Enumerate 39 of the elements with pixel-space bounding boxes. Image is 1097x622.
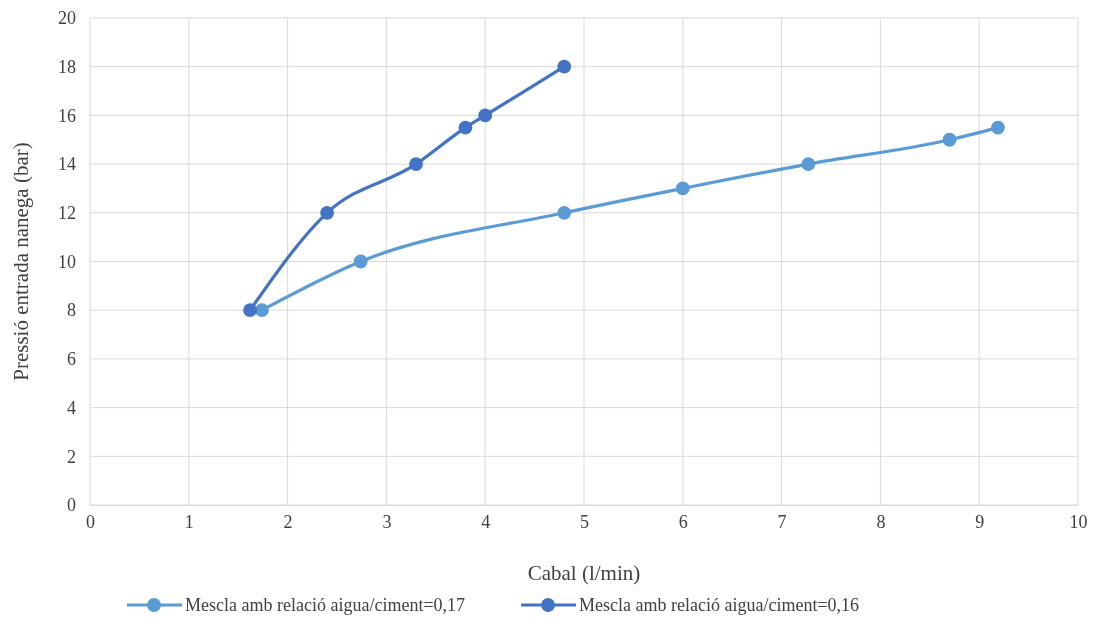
- point: [255, 303, 269, 318]
- y-tick-label: 12: [58, 203, 76, 224]
- y-tick-label: 14: [58, 154, 76, 175]
- x-tick-label: 0: [86, 511, 95, 532]
- x-tick-label: 4: [481, 511, 491, 532]
- legend-label: Mescla amb relació aigua/ciment=0,16: [579, 595, 860, 615]
- y-tick-label: 18: [58, 56, 76, 77]
- point: [409, 157, 423, 171]
- x-tick-label: 8: [876, 511, 886, 532]
- y-tick-label: 10: [58, 251, 76, 272]
- point: [353, 254, 368, 269]
- y-tick-label: 4: [67, 397, 76, 418]
- x-tick-label: 3: [382, 511, 392, 532]
- y-tick-label: 8: [67, 300, 76, 321]
- point: [557, 205, 572, 220]
- x-tick-label: 2: [283, 511, 293, 532]
- point: [320, 205, 335, 220]
- x-tick-label: 9: [975, 511, 985, 532]
- x-tick-label: 1: [184, 511, 194, 532]
- x-axis-title: Cabal (l/min): [527, 561, 641, 585]
- point: [243, 303, 257, 318]
- point: [942, 132, 957, 147]
- point: [478, 108, 493, 123]
- point: [557, 59, 572, 74]
- point: [801, 157, 816, 171]
- x-tick-label: 10: [1069, 511, 1088, 532]
- y-tick-label: 2: [67, 446, 76, 467]
- point: [991, 120, 1005, 135]
- y-tick-label: 16: [58, 105, 76, 126]
- x-tick-label: 6: [678, 511, 688, 532]
- point: [458, 120, 473, 135]
- y-tick-label: 20: [58, 8, 76, 29]
- y-axis-title: Pressió entrada nanega (bar): [9, 142, 33, 381]
- x-tick-label: 5: [580, 511, 589, 532]
- y-tick-label: 6: [67, 349, 76, 370]
- y-tick-label: 0: [67, 495, 76, 516]
- legend-label: Mescla amb relació aigua/ciment=0,17: [185, 595, 466, 615]
- x-tick-label: 7: [777, 511, 787, 532]
- point: [675, 181, 690, 196]
